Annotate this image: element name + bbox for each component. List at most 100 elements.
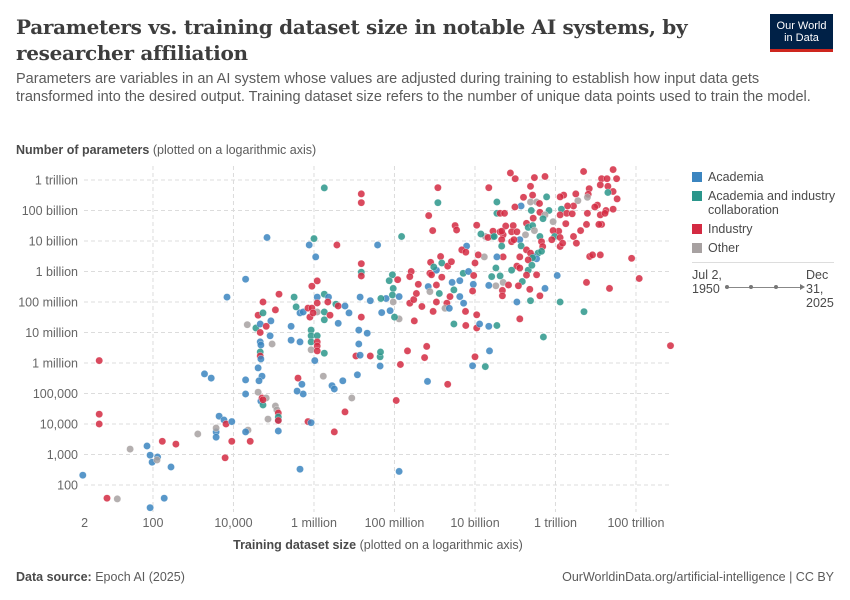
data-point-industry[interactable] xyxy=(666,341,675,350)
data-point-academia[interactable] xyxy=(386,306,394,315)
data-point-academia[interactable] xyxy=(241,428,250,436)
data-point-industry[interactable] xyxy=(609,165,617,174)
data-point-industry[interactable] xyxy=(393,275,402,284)
data-point-industry[interactable] xyxy=(627,254,636,263)
data-point-academia[interactable] xyxy=(395,467,403,476)
data-point-industry[interactable] xyxy=(572,190,580,198)
data-point-other[interactable] xyxy=(583,193,592,202)
data-point-collaboration[interactable] xyxy=(435,289,444,298)
data-point-industry[interactable] xyxy=(357,272,366,280)
data-point-industry[interactable] xyxy=(333,241,341,249)
data-point-academia[interactable] xyxy=(255,377,263,385)
data-point-academia[interactable] xyxy=(241,390,250,398)
data-point-industry[interactable] xyxy=(509,221,517,230)
timeline-arrow-icon[interactable] xyxy=(800,284,805,290)
data-point-collaboration[interactable] xyxy=(556,298,564,306)
data-point-industry[interactable] xyxy=(274,416,283,425)
data-point-industry[interactable] xyxy=(95,410,103,418)
data-point-industry[interactable] xyxy=(635,274,643,283)
data-point-academia[interactable] xyxy=(377,308,386,317)
data-point-academia[interactable] xyxy=(207,374,215,382)
data-point-academia[interactable] xyxy=(445,304,454,313)
data-point-collaboration[interactable] xyxy=(430,263,438,271)
data-point-academia[interactable] xyxy=(274,427,283,435)
data-point-industry[interactable] xyxy=(511,174,519,183)
data-point-academia[interactable] xyxy=(267,317,275,325)
legend-item-other[interactable]: Other xyxy=(692,241,838,255)
data-point-collaboration[interactable] xyxy=(580,307,588,316)
data-point-other[interactable] xyxy=(521,231,530,239)
data-point-collaboration[interactable] xyxy=(526,296,535,305)
data-point-academia[interactable] xyxy=(376,362,384,370)
data-point-collaboration[interactable] xyxy=(481,362,490,371)
data-point-collaboration[interactable] xyxy=(492,264,500,272)
data-point-industry[interactable] xyxy=(530,173,539,182)
data-point-other[interactable] xyxy=(254,388,262,396)
data-point-collaboration[interactable] xyxy=(527,206,536,215)
data-point-industry[interactable] xyxy=(313,277,321,285)
data-point-academia[interactable] xyxy=(355,340,363,348)
data-point-industry[interactable] xyxy=(228,437,236,446)
legend-item-collaboration[interactable]: Academia and industry collaboration xyxy=(692,189,838,217)
data-point-industry[interactable] xyxy=(420,353,429,362)
data-point-collaboration[interactable] xyxy=(539,214,547,223)
data-point-collaboration[interactable] xyxy=(390,313,399,321)
data-point-academia[interactable] xyxy=(228,417,236,426)
data-point-industry[interactable] xyxy=(609,205,617,213)
data-point-academia[interactable] xyxy=(254,364,262,372)
data-point-industry[interactable] xyxy=(572,239,581,247)
data-point-other[interactable] xyxy=(319,372,328,380)
data-point-academia[interactable] xyxy=(334,319,342,328)
data-point-industry[interactable] xyxy=(596,181,605,189)
data-point-industry[interactable] xyxy=(595,220,603,229)
data-point-academia[interactable] xyxy=(257,355,265,363)
data-point-industry[interactable] xyxy=(275,290,283,298)
data-point-academia[interactable] xyxy=(395,292,403,301)
data-point-industry[interactable] xyxy=(497,235,506,244)
data-point-academia[interactable] xyxy=(363,329,371,337)
data-point-industry[interactable] xyxy=(172,440,180,448)
data-point-other[interactable] xyxy=(212,424,220,432)
data-point-industry[interactable] xyxy=(501,222,510,230)
data-point-industry[interactable] xyxy=(357,198,366,207)
data-point-academia[interactable] xyxy=(298,380,306,389)
data-point-academia[interactable] xyxy=(355,326,363,334)
data-point-industry[interactable] xyxy=(583,209,592,218)
data-point-collaboration[interactable] xyxy=(450,286,458,294)
data-point-industry[interactable] xyxy=(511,203,519,211)
data-point-academia[interactable] xyxy=(143,442,151,450)
data-point-collaboration[interactable] xyxy=(497,242,506,250)
data-point-industry[interactable] xyxy=(535,199,544,208)
data-point-academia[interactable] xyxy=(456,276,464,285)
data-point-collaboration[interactable] xyxy=(496,272,504,280)
data-point-industry[interactable] xyxy=(562,219,570,228)
data-point-industry[interactable] xyxy=(334,302,342,310)
data-point-collaboration[interactable] xyxy=(528,261,536,270)
data-point-industry[interactable] xyxy=(103,494,111,502)
data-point-industry[interactable] xyxy=(516,253,524,261)
data-point-industry[interactable] xyxy=(526,285,534,294)
data-point-industry[interactable] xyxy=(313,299,321,307)
data-point-collaboration[interactable] xyxy=(388,291,397,299)
data-point-industry[interactable] xyxy=(516,315,524,323)
data-point-industry[interactable] xyxy=(330,428,339,436)
data-point-academia[interactable] xyxy=(212,433,220,441)
data-point-industry[interactable] xyxy=(563,202,572,210)
data-point-collaboration[interactable] xyxy=(604,188,612,197)
data-point-industry[interactable] xyxy=(357,259,366,268)
data-point-industry[interactable] xyxy=(513,228,521,236)
data-point-industry[interactable] xyxy=(522,271,531,279)
data-point-academia[interactable] xyxy=(299,390,307,398)
data-point-industry[interactable] xyxy=(461,307,470,316)
data-point-industry[interactable] xyxy=(422,342,431,351)
data-point-academia[interactable] xyxy=(541,284,549,293)
data-point-collaboration[interactable] xyxy=(493,321,501,330)
data-point-industry[interactable] xyxy=(410,317,419,325)
data-point-industry[interactable] xyxy=(357,190,366,198)
data-point-other[interactable] xyxy=(113,495,122,503)
data-point-industry[interactable] xyxy=(506,169,515,177)
data-point-industry[interactable] xyxy=(579,167,588,176)
data-point-industry[interactable] xyxy=(432,298,441,306)
data-point-academia[interactable] xyxy=(485,322,493,331)
data-point-academia[interactable] xyxy=(266,332,274,340)
